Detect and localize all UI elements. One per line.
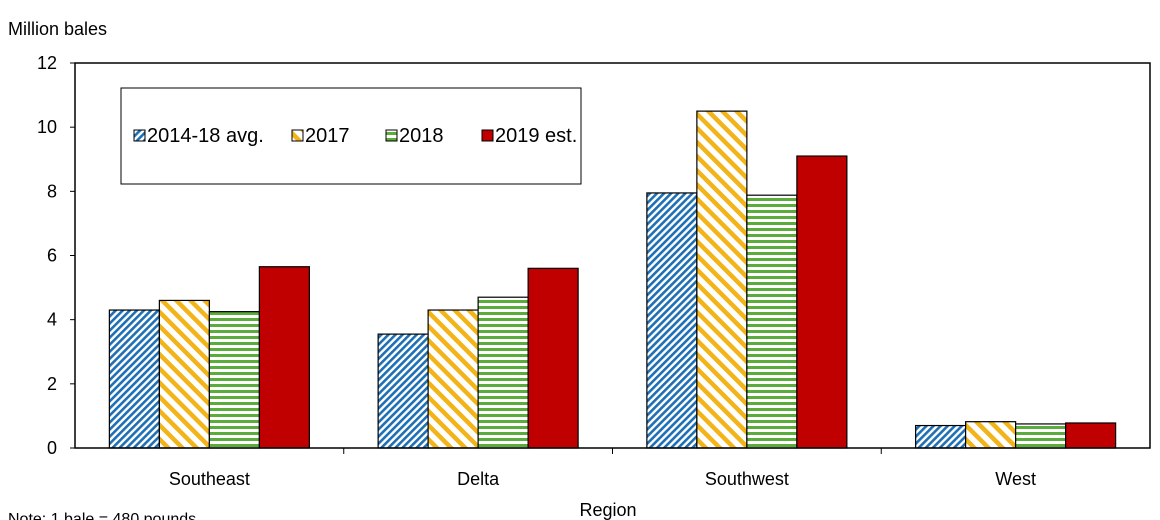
- bar: [1065, 422, 1117, 449]
- x-axis-title: Region: [579, 500, 636, 520]
- legend-label: 2019 est.: [495, 125, 577, 147]
- plot-area-border: [74, 62, 1151, 449]
- bar: [527, 267, 579, 449]
- legend-swatch: [291, 129, 304, 142]
- bar: [158, 299, 210, 449]
- y-axis: 0 2 4 6 8 10 12: [37, 53, 75, 458]
- bar: [965, 421, 1017, 449]
- legend-label: 2014-18 avg.: [147, 125, 264, 147]
- y-axis-title: Million bales: [8, 19, 107, 39]
- x-tick-label: Delta: [457, 469, 500, 489]
- chart-note: Note: 1 bale = 480 pounds.: [8, 511, 201, 520]
- bar: [796, 155, 848, 449]
- y-tick-label: 12: [37, 53, 57, 73]
- y-tick-label: 0: [47, 438, 57, 458]
- bar: [477, 296, 529, 449]
- y-tick-label: 10: [37, 117, 57, 137]
- x-tick-label: West: [995, 469, 1036, 489]
- y-tick-label: 8: [47, 181, 57, 201]
- y-tick-label: 6: [47, 246, 57, 266]
- bar: [696, 110, 748, 449]
- x-tick-label: Southeast: [169, 469, 250, 489]
- bar: [646, 192, 698, 449]
- bar: [915, 424, 967, 449]
- legend-box: [120, 87, 582, 185]
- bar: [377, 333, 429, 449]
- x-axis-labels: Southeast Delta Southwest West: [169, 448, 1036, 489]
- legend: 2014-18 avg. 2017 2018 2019 est.: [120, 87, 582, 185]
- legend-swatch: [133, 129, 146, 142]
- y-tick-label: 2: [47, 374, 57, 394]
- bar: [208, 311, 260, 449]
- y-tick-label: 4: [47, 310, 57, 330]
- x-tick-label: Southwest: [705, 469, 789, 489]
- legend-swatch: [481, 129, 494, 142]
- legend-label: 2017: [305, 125, 350, 147]
- bar: [108, 309, 160, 449]
- bar: [746, 194, 798, 449]
- bar: [258, 266, 310, 449]
- legend-swatch: [385, 129, 398, 142]
- bar: [427, 309, 479, 449]
- bars-group: [108, 110, 1117, 449]
- legend-label: 2018: [399, 125, 444, 147]
- bar: [1015, 423, 1067, 449]
